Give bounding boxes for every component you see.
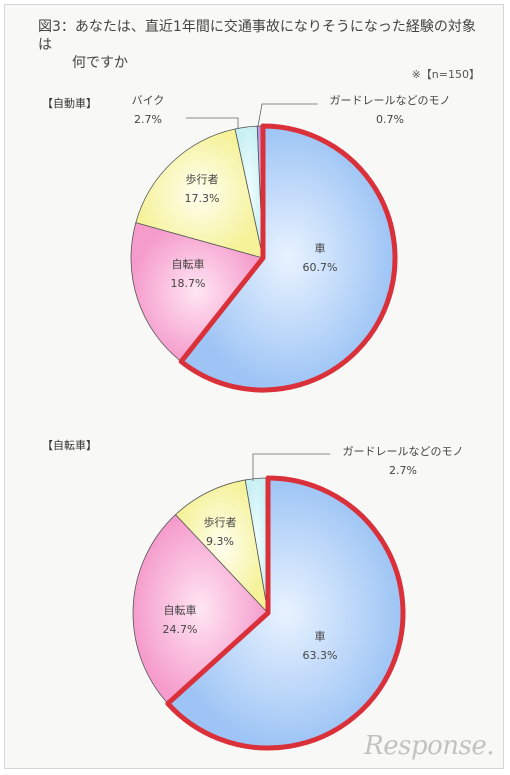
label-name-bicycle-chart1: 自転車 [172, 257, 205, 271]
label-value-guardrail-chart2: 2.7% [389, 464, 417, 477]
label-value-pedestrian-chart1: 17.3% [185, 192, 220, 205]
leader-line-guardrail-chart1 [257, 103, 318, 127]
leader-line-guardrail-chart2 [252, 453, 330, 481]
sample-size-note: ※【n=150】 [411, 68, 480, 81]
label-name-pedestrian-chart2: 歩行者 [204, 515, 237, 529]
label-value-guardrail-chart1: 0.7% [376, 113, 404, 126]
title-line-2: 何ですか [72, 55, 128, 71]
label-name-guardrail-chart2: ガードレールなどのモノ [343, 445, 464, 458]
label-name-guardrail-chart1: ガードレールなどのモノ [330, 94, 451, 107]
label-value-pedestrian-chart2: 9.3% [206, 535, 234, 548]
label-name-pedestrian-chart1: 歩行者 [186, 172, 219, 186]
title-line-1: 図3：あなたは、直近1年間に交通事故になりそうになった経験の対象は [38, 19, 476, 53]
figure-title: 図3：あなたは、直近1年間に交通事故になりそうになった経験の対象は 何ですか [38, 18, 478, 72]
slice-pedestrian-chart1 [135, 128, 264, 259]
slice-pedestrian-chart2 [175, 479, 269, 615]
label-value-bicycle-chart2: 24.7% [163, 623, 198, 636]
highlight-outline-chart2 [165, 475, 406, 751]
leader-line-bike-chart1 [186, 117, 239, 128]
slice-bicycle-chart1 [130, 222, 264, 363]
highlight-outline-chart1 [178, 123, 398, 393]
section-label-bicycle: 【自転車】 [42, 439, 97, 452]
slice-bicycle-chart2 [132, 514, 269, 705]
label-value-bicycle-chart1: 18.7% [171, 277, 206, 290]
label-value-car-chart2: 63.3% [303, 649, 338, 662]
label-value-bike-chart1: 2.7% [134, 113, 162, 126]
section-label-car: 【自動車】 [42, 97, 97, 110]
label-value-car-chart1: 60.7% [303, 261, 338, 274]
label-name-car-chart1: 車 [315, 241, 326, 255]
watermark-logo: Response. [364, 731, 494, 761]
label-name-bicycle-chart2: 自転車 [164, 603, 197, 617]
label-name-bike-chart1: バイク [132, 94, 165, 107]
label-name-car-chart2: 車 [315, 629, 326, 643]
